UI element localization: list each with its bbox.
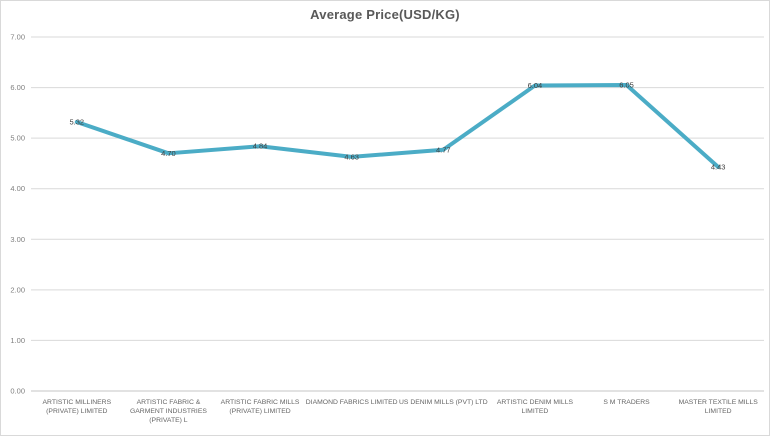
data-point-label: 4.77 [436, 145, 451, 154]
y-axis-tick-label: 0.00 [10, 387, 25, 396]
x-axis-category-label: US DENIM MILLS (PVT) LTD [399, 399, 488, 406]
y-axis-tick-label: 5.00 [10, 134, 25, 143]
y-axis-tick-label: 4.00 [10, 184, 25, 193]
x-axis-category-label: ARTISTIC FABRIC & GARMENT INDUSTRIES (PR… [129, 399, 207, 424]
data-point-label: 4.43 [711, 162, 726, 171]
y-axis-tick-label: 6.00 [10, 83, 25, 92]
price-series-line [74, 83, 721, 169]
y-axis-tick-label: 7.00 [10, 33, 25, 42]
chart-title: Average Price(USD/KG) [310, 7, 460, 22]
data-point-label: 4.63 [344, 152, 359, 161]
x-axis-category-label: MASTER TEXTILE MILLS LIMITED [678, 399, 758, 415]
data-point-label: 6.04 [528, 81, 543, 90]
data-point-label: 5.32 [70, 117, 85, 126]
data-point-label: 4.70 [161, 149, 176, 158]
data-point-label: 4.84 [253, 142, 268, 151]
data-point-label: 6.05 [619, 81, 634, 90]
x-axis-category-label: DIAMOND FABRICS LIMITED [305, 399, 398, 406]
y-axis-tick-label: 1.00 [10, 336, 25, 345]
y-axis-tick-label: 3.00 [10, 235, 25, 244]
x-axis-category-label: ARTISTIC MILLINERS (PRIVATE) LIMITED [42, 399, 112, 415]
x-axis-category-label: ARTISTIC FABRIC MILLS (PRIVATE) LIMITED [220, 399, 300, 415]
x-axis-category-label: S M TRADERS [603, 399, 650, 406]
y-axis-tick-label: 2.00 [10, 285, 25, 294]
x-axis-category-label: ARTISTIC DENIM MILLS LIMITED [496, 399, 574, 415]
